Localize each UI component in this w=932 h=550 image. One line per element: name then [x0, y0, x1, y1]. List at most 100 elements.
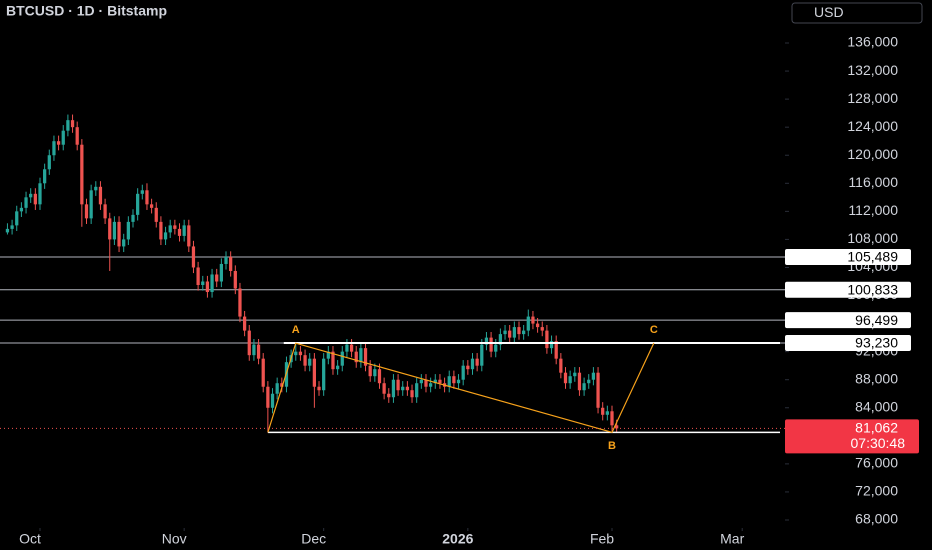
- candle-body: [210, 274, 214, 293]
- candle-body: [456, 379, 461, 384]
- y-tick-label: 112,000: [848, 202, 898, 218]
- candle-body: [205, 281, 210, 293]
- candle-body: [103, 204, 107, 219]
- candle-body: [247, 330, 251, 356]
- candle-body: [182, 225, 186, 236]
- candle-body: [84, 204, 89, 219]
- y-tick-label: 84,000: [855, 398, 898, 414]
- candle-body: [466, 365, 470, 370]
- candle-body: [433, 379, 437, 384]
- candle-body: [610, 411, 614, 426]
- candle-body: [145, 190, 149, 205]
- level-label: 96,499: [855, 312, 898, 328]
- overlay-layer: A B C 105,489 100,833 96,499 93,230 81,06207:30…: [0, 249, 919, 454]
- candle-body: [317, 386, 321, 391]
- candle-body: [5, 228, 10, 233]
- candle-body: [396, 379, 400, 391]
- y-tick-label: 116,000: [848, 174, 898, 190]
- candle-body: [480, 344, 484, 366]
- candle-body: [122, 239, 126, 247]
- candle-body: [108, 218, 112, 240]
- y-tick-label: 72,000: [855, 483, 898, 499]
- candle-body: [266, 386, 270, 408]
- candle-body: [163, 232, 168, 240]
- candle-body: [312, 358, 316, 387]
- candle-body: [349, 344, 354, 352]
- candle-body: [233, 270, 237, 289]
- candle-body: [568, 376, 572, 384]
- countdown-label: 07:30:48: [851, 435, 906, 451]
- candle-body: [387, 393, 391, 398]
- candle-body: [43, 169, 47, 184]
- candle-body: [340, 351, 344, 366]
- candle-body: [15, 211, 19, 226]
- candle-body: [238, 288, 242, 317]
- candle-body: [484, 337, 489, 345]
- candle-body: [363, 348, 368, 366]
- level-label: 93,230: [855, 335, 898, 351]
- candle-body: [326, 351, 330, 359]
- candle-body: [215, 274, 219, 282]
- candle-body: [554, 341, 558, 359]
- candle-body: [591, 372, 596, 380]
- candle-body: [401, 386, 405, 391]
- candle-body: [531, 316, 535, 324]
- level-label-box: [785, 335, 911, 352]
- x-tick-label: Oct: [19, 531, 41, 547]
- candle-body: [508, 330, 512, 338]
- y-tick-label: 136,000: [847, 34, 898, 50]
- candle-body: [563, 372, 568, 384]
- candle-body: [154, 207, 158, 222]
- candle-body: [280, 383, 284, 387]
- candle-body: [191, 246, 196, 268]
- candle-body: [10, 225, 14, 229]
- pattern-point-label: B: [608, 440, 616, 452]
- candle-body: [322, 358, 326, 391]
- candle-body: [47, 155, 51, 170]
- candle-body: [177, 228, 182, 236]
- candle-body: [126, 221, 130, 240]
- candle-body: [149, 204, 154, 208]
- candle-body: [187, 225, 191, 247]
- candle-body: [112, 221, 117, 240]
- candle-body: [294, 351, 298, 356]
- candle-body: [94, 186, 98, 191]
- candle-body: [601, 407, 605, 415]
- candle-body: [410, 390, 414, 398]
- candle-body: [275, 383, 279, 394]
- candle-body: [303, 355, 307, 366]
- candle-body: [252, 344, 256, 356]
- candle-body: [475, 358, 479, 366]
- candle-body: [19, 207, 24, 212]
- candle-body: [615, 425, 619, 429]
- candle-body: [470, 358, 475, 370]
- candle-body: [80, 144, 84, 205]
- y-tick-label: 128,000: [847, 90, 898, 106]
- candle-body: [345, 344, 349, 352]
- candle-body: [424, 379, 428, 387]
- candle-body: [261, 358, 265, 387]
- x-tick-label: Mar: [720, 531, 744, 547]
- candle-body: [452, 376, 456, 384]
- candle-body: [494, 344, 498, 352]
- candle-body: [131, 214, 135, 222]
- candle-body: [70, 120, 75, 128]
- x-tick-label: Nov: [162, 531, 187, 547]
- candle-body: [66, 120, 70, 131]
- candle-body: [429, 383, 433, 387]
- currency-label[interactable]: USD: [814, 4, 844, 20]
- currency-button[interactable]: [791, 2, 923, 24]
- candle-body: [559, 358, 563, 373]
- candle-body: [196, 267, 200, 286]
- candle-body: [270, 393, 275, 408]
- candle-body: [38, 183, 42, 205]
- candle-body: [545, 330, 549, 349]
- pattern-point-label: A: [292, 324, 300, 336]
- candle-body: [24, 197, 28, 208]
- candle-body: [419, 379, 423, 384]
- candle-body: [298, 351, 303, 356]
- candle-body: [517, 327, 521, 335]
- y-tick-label: 68,000: [855, 511, 898, 527]
